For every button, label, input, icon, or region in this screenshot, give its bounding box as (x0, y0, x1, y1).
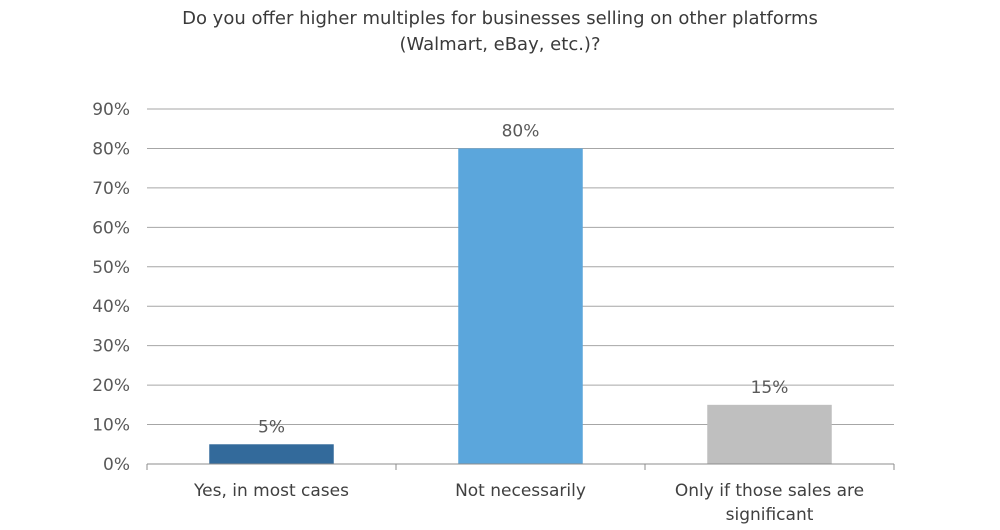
y-tick-label: 80% (92, 139, 130, 159)
x-category-label: Yes, in most cases (193, 481, 349, 501)
bar (209, 444, 334, 464)
x-category-label: significant (726, 505, 814, 525)
y-tick-label: 30% (92, 337, 130, 357)
data-label: 5% (258, 417, 285, 437)
x-category-label: Not necessarily (455, 481, 586, 501)
x-category-label: Only if those sales are (675, 481, 864, 501)
y-tick-label: 0% (103, 455, 130, 475)
y-tick-label: 90% (92, 100, 130, 120)
y-tick-label: 40% (92, 297, 130, 317)
y-tick-label: 70% (92, 179, 130, 199)
data-label: 80% (502, 121, 540, 141)
y-tick-label: 10% (92, 416, 130, 436)
bar (707, 404, 832, 464)
y-tick-label: 20% (92, 376, 130, 396)
bar (458, 148, 583, 464)
y-tick-label: 60% (92, 218, 130, 238)
chart-title-line-2: (Walmart, eBay, etc.)? (399, 34, 601, 55)
chart-title-line-1: Do you offer higher multiples for busine… (182, 8, 818, 29)
y-tick-label: 50% (92, 258, 130, 278)
data-label: 15% (751, 378, 789, 398)
